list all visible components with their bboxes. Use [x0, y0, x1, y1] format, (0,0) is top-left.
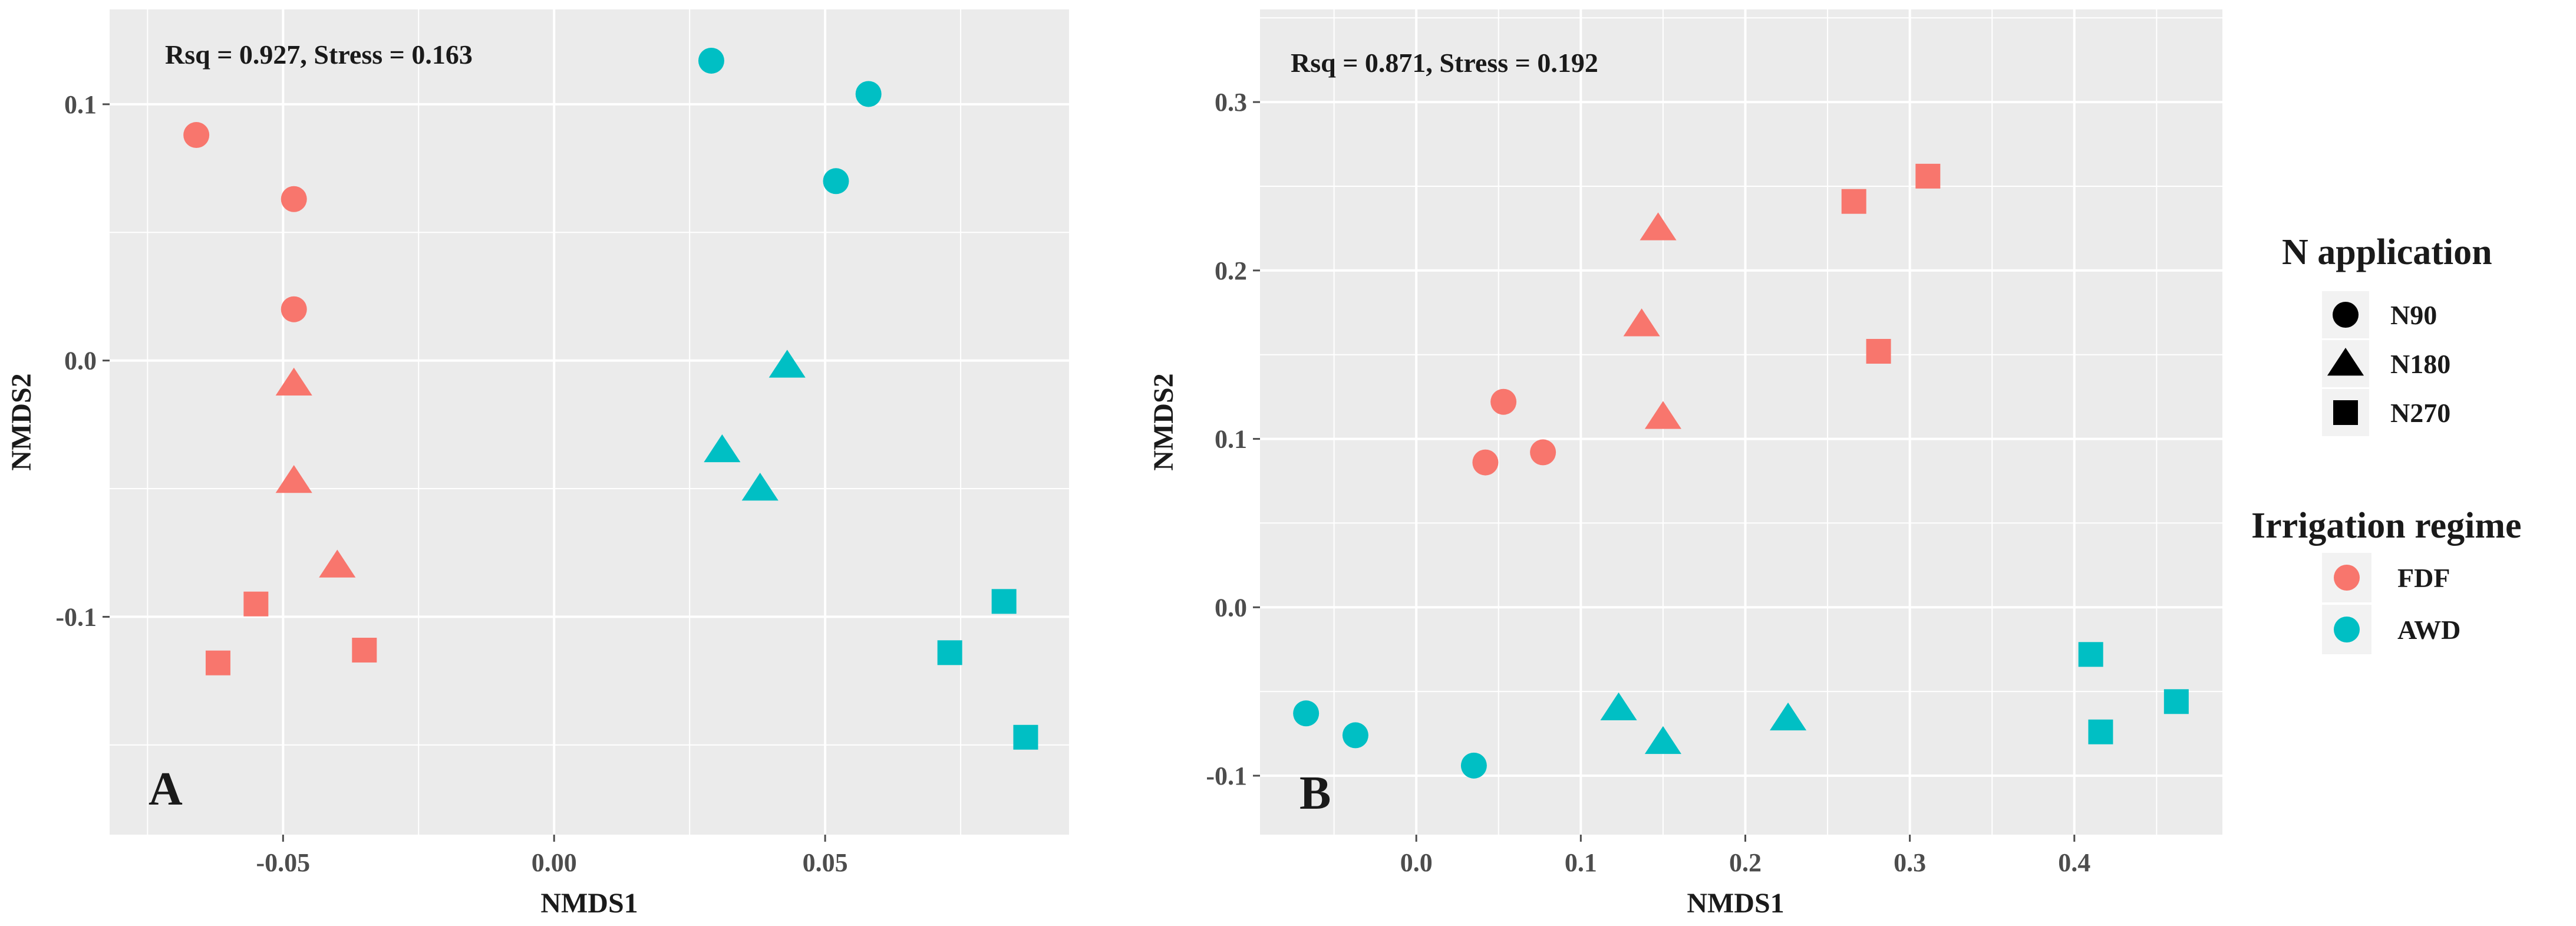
panel-a-point-awd-n180 [741, 473, 779, 501]
panel-a-y-tick-label: -0.1 [55, 602, 97, 631]
panel-a-point-awd-n270 [1013, 724, 1038, 750]
panel-b-y-tick-label: 0.2 [1215, 256, 1247, 285]
panel-b-point-fdf-n90 [1530, 439, 1556, 466]
panel-a-point-awd-n180 [704, 434, 741, 463]
panel-a-point-fdf-n270 [352, 637, 377, 663]
panel-b-point-awd-n270 [2088, 719, 2113, 744]
panel-b-point-fdf-n90 [1490, 388, 1517, 415]
panel-b-point-awd-n270 [2078, 642, 2103, 667]
panel-b-background [1260, 9, 2222, 835]
panel-b-x-tick-label: 0.0 [1400, 848, 1433, 877]
panel-b-point-fdf-n180 [1644, 401, 1681, 429]
panel-b-grid [1260, 9, 2222, 835]
legend-label-fdf: FDF [2397, 563, 2450, 593]
panel-a-point-awd-n270 [991, 589, 1017, 614]
panel-b-y-tick-label: 0.1 [1215, 425, 1247, 454]
panel-b-letter: B [1299, 767, 1331, 819]
panel-b-point-fdf-n90 [1472, 449, 1499, 476]
panel-a-point-awd-n180 [768, 350, 806, 378]
legend-color-awd-icon [2334, 617, 2360, 642]
panel-b-x-axis-title: NMDS1 [1687, 888, 1784, 919]
panel-b-x-tick-label: 0.4 [2058, 848, 2090, 877]
panel-a-point-fdf-n270 [243, 591, 269, 617]
legend-n-application-title: N application [2282, 232, 2492, 272]
legend-label-n180: N180 [2390, 349, 2450, 379]
panel-a-background [110, 9, 1069, 835]
panel-b-point-fdf-n270 [1866, 339, 1891, 364]
panel-a-letter: A [149, 763, 183, 815]
panel-a-point-fdf-n180 [275, 367, 312, 396]
panel-a-point-fdf-n90 [183, 122, 210, 149]
panel-b-point-awd-n180 [1600, 692, 1637, 720]
panel-a-x-tick-label: -0.05 [256, 848, 310, 877]
panel-b-point-awd-n270 [2163, 689, 2189, 714]
legend: N application N90 N180 N270 Irrigation reg… [2251, 232, 2522, 654]
panel-b-point-awd-n90 [1460, 752, 1487, 779]
panel-a-point-awd-n90 [823, 168, 849, 195]
panel-b-point-awd-n90 [1293, 700, 1320, 727]
panel-b-ticks: 0.0 0.1 0.2 0.3 0.4 -0.1 0.0 0.1 0.2 0.3 [1206, 88, 2090, 877]
panel-b-point-awd-n90 [1342, 722, 1368, 749]
legend-color-keys: FDF AWD [2322, 553, 2460, 654]
panel-b-point-fdf-n180 [1623, 308, 1660, 337]
panel-b-stats-annotation: Rsq = 0.871, Stress = 0.192 [1291, 48, 1598, 78]
panel-b-y-tick-label: 0.0 [1215, 593, 1247, 622]
panel-a-point-awd-n90 [698, 47, 724, 74]
panel-a-y-tick-label: 0.0 [64, 347, 97, 375]
panel-b-point-fdf-n270 [1841, 189, 1866, 214]
panel-b-point-fdf-n180 [1640, 212, 1677, 240]
panel-a-point-awd-n270 [937, 640, 962, 665]
panel-b: 0.0 0.1 0.2 0.3 0.4 -0.1 0.0 0.1 0.2 0.3 Rsq = 0.… [1148, 9, 2222, 919]
legend-shape-keys: N90 N180 N270 [2322, 291, 2450, 436]
legend-shape-n90-icon [2333, 302, 2359, 328]
panel-a-x-tick-label: 0.00 [532, 848, 577, 877]
panel-a-points [183, 47, 1038, 750]
panel-a-point-fdf-n90 [281, 186, 307, 212]
panel-b-points [1293, 163, 2189, 779]
panel-a-ticks: -0.05 0.00 0.05 -0.1 0.0 0.1 [55, 90, 847, 877]
legend-label-awd: AWD [2397, 615, 2460, 645]
panel-a-point-fdf-n180 [319, 549, 356, 578]
panel-a-x-tick-label: 0.05 [803, 848, 848, 877]
panel-a-x-axis-title: NMDS1 [540, 888, 638, 919]
panel-a-y-axis-title: NMDS2 [6, 373, 37, 470]
panel-a-point-fdf-n90 [281, 296, 307, 322]
legend-irrigation-title: Irrigation regime [2251, 506, 2522, 546]
panel-b-x-tick-label: 0.1 [1565, 848, 1597, 877]
legend-label-n90: N90 [2390, 300, 2437, 330]
panel-a-y-tick-label: 0.1 [64, 90, 97, 119]
panel-b-x-tick-label: 0.2 [1729, 848, 1762, 877]
panel-a: -0.05 0.00 0.05 -0.1 0.0 0.1 Rsq = 0.927, Str… [6, 9, 1069, 919]
panel-b-point-awd-n180 [1644, 726, 1681, 754]
panel-a-point-fdf-n180 [275, 465, 312, 493]
panel-a-grid [110, 9, 1069, 835]
panel-b-point-fdf-n270 [1915, 163, 1941, 189]
panel-b-x-tick-label: 0.3 [1894, 848, 1926, 877]
panel-b-y-axis-title: NMDS2 [1148, 373, 1179, 470]
panel-a-point-awd-n90 [855, 81, 882, 107]
legend-label-n270: N270 [2390, 398, 2450, 428]
panel-b-y-tick-label: 0.3 [1215, 88, 1247, 117]
panel-b-y-tick-label: -0.1 [1206, 762, 1247, 790]
panel-a-stats-annotation: Rsq = 0.927, Stress = 0.163 [165, 39, 473, 70]
panel-b-point-awd-n180 [1770, 702, 1807, 731]
legend-shape-n270-icon [2333, 400, 2358, 425]
legend-shape-n180-icon [2327, 348, 2364, 376]
legend-color-fdf-icon [2334, 565, 2360, 591]
panel-a-point-fdf-n270 [205, 650, 230, 675]
